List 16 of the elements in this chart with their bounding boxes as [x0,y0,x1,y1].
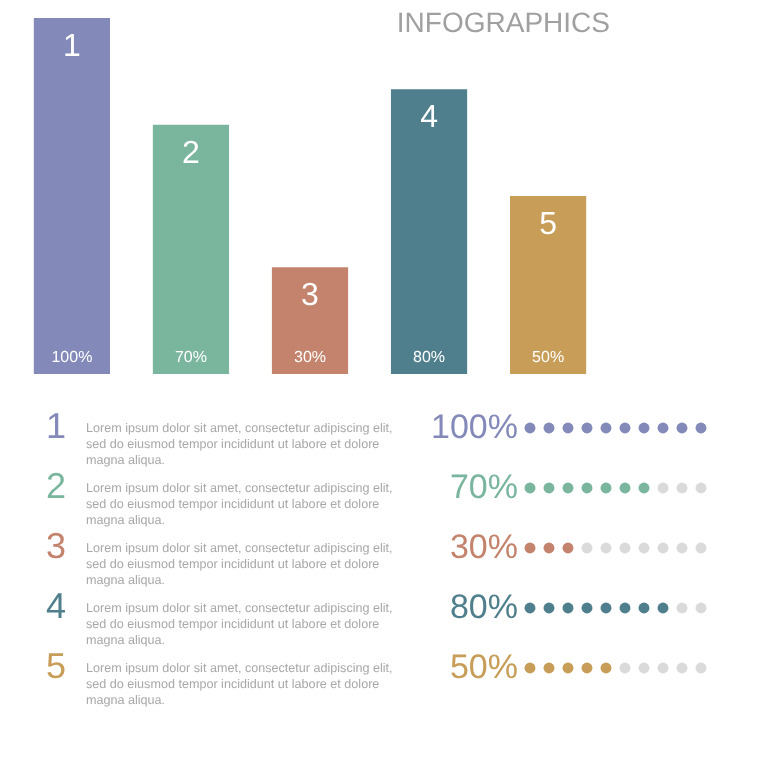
text: 70% [449,468,518,506]
data-label: 100% [51,348,93,366]
category-label: 4 [46,586,67,626]
text: 100% [431,408,518,446]
chart-title: INFOGRAPHICS [396,6,610,38]
data-label: 70% [174,348,207,366]
category-label: 5 [46,646,67,686]
text: 80% [449,588,518,626]
category-label: 1 [46,406,67,446]
category-label: 3 [46,526,67,566]
category-label: 2 [46,466,67,506]
data-label: 80% [413,348,446,366]
data-label: 30% [293,348,327,366]
text: 30% [449,528,518,566]
data-label: 50% [532,348,565,366]
text: 50% [449,648,518,686]
